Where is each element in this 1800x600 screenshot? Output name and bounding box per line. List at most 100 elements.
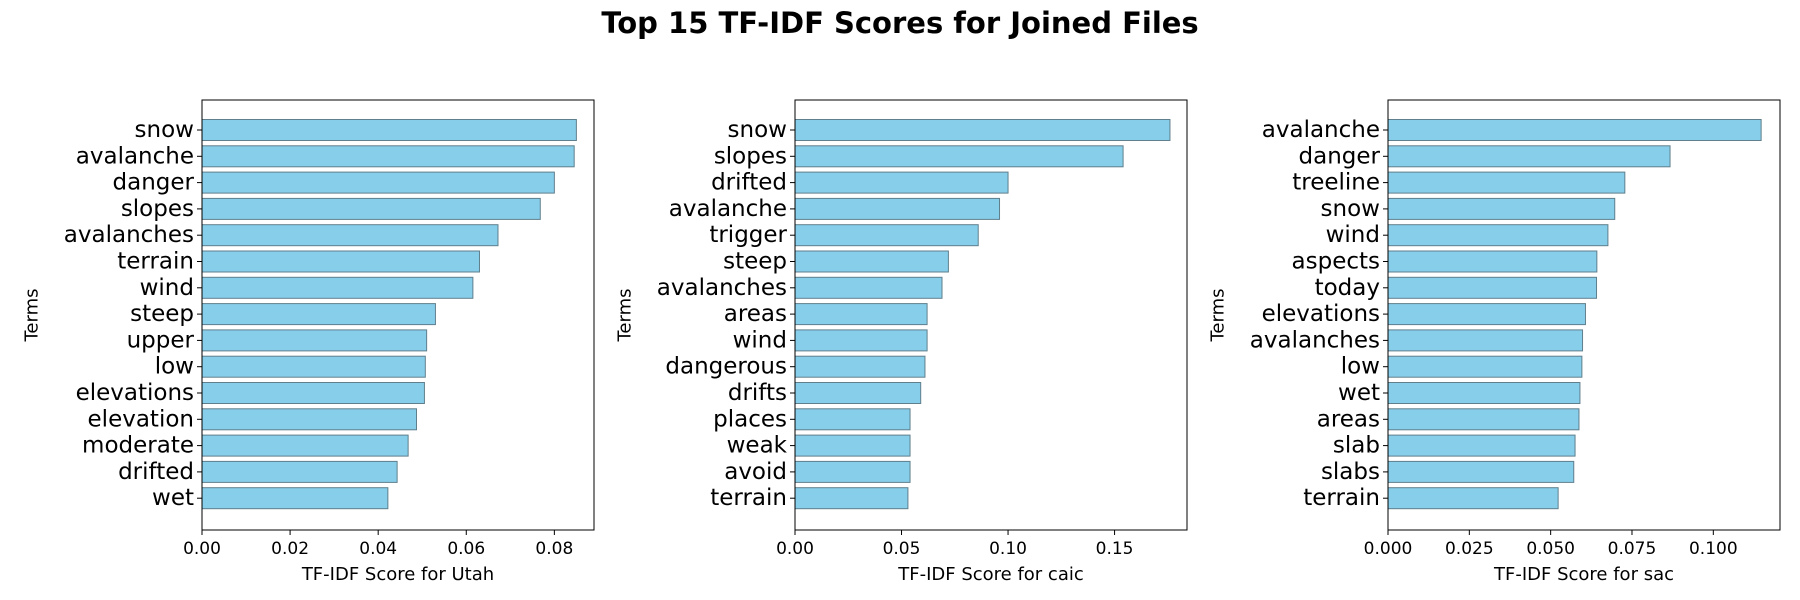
bar — [794, 276, 943, 299]
axes-frame — [201, 99, 595, 531]
category-label: low — [1341, 354, 1380, 380]
category-label: drifted — [711, 170, 787, 196]
bar — [1387, 487, 1559, 510]
x-tick-label: 0.15 — [1096, 539, 1134, 559]
bar — [201, 197, 541, 220]
bar — [201, 224, 499, 247]
category-label: wind — [140, 275, 194, 301]
category-label: moderate — [82, 433, 194, 459]
category-label: avalanche — [1262, 117, 1380, 143]
category-label: places — [713, 406, 787, 432]
category-label: wet — [1338, 380, 1380, 406]
category-label: treeline — [1292, 170, 1380, 196]
x-tick-label: 0.02 — [271, 539, 309, 559]
bar — [1387, 197, 1616, 220]
bar — [794, 171, 1009, 194]
bar — [201, 408, 417, 431]
category-label: terrain — [117, 249, 194, 275]
bar — [201, 171, 555, 194]
x-tick-label: 0.05 — [883, 539, 921, 559]
bar — [794, 197, 1001, 220]
x-tick-label: 0.08 — [535, 539, 573, 559]
bar — [1387, 408, 1580, 431]
bar — [1387, 329, 1584, 352]
bar — [794, 408, 911, 431]
category-label: elevation — [88, 406, 194, 432]
x-tick-label: 0.075 — [1608, 539, 1657, 559]
bar — [1387, 303, 1586, 326]
category-label: snow — [1321, 196, 1380, 222]
category-label: slab — [1333, 433, 1380, 459]
bar — [794, 119, 1171, 141]
category-label: dangerous — [665, 354, 787, 380]
category-label: danger — [113, 170, 195, 196]
figure-title: Top 15 TF-IDF Scores for Joined Files — [601, 6, 1199, 40]
category-label: today — [1315, 275, 1380, 301]
category-label: upper — [127, 327, 195, 353]
category-label: elevations — [76, 380, 194, 406]
category-label: low — [155, 354, 194, 380]
category-label: avalanches — [64, 222, 194, 248]
bar — [794, 303, 928, 326]
bar — [794, 250, 949, 273]
category-label: terrain — [710, 485, 787, 511]
y-axis-label: Terms — [1208, 288, 1229, 342]
bar — [794, 382, 922, 404]
category-label: areas — [724, 301, 787, 327]
x-tick-label: 0.10 — [989, 539, 1027, 559]
category-label: steep — [130, 301, 194, 327]
x-tick-label: 0.025 — [1445, 539, 1494, 559]
category-label: snow — [728, 117, 787, 143]
category-label: elevations — [1262, 301, 1380, 327]
x-axis-label: TF-IDF Score for Utah — [301, 564, 494, 585]
bar — [1387, 382, 1581, 404]
bar — [794, 434, 911, 457]
bar — [794, 329, 928, 352]
category-label: avalanche — [76, 143, 194, 169]
category-label: wet — [152, 485, 194, 511]
y-axis-label: Terms — [22, 288, 43, 342]
category-label: slopes — [714, 143, 787, 169]
bar — [794, 145, 1124, 168]
bar — [201, 355, 426, 378]
x-tick-label: 0.100 — [1689, 539, 1738, 559]
axes-frame — [1387, 99, 1781, 531]
bar — [201, 487, 389, 510]
bar — [1387, 434, 1576, 457]
bar — [794, 355, 926, 378]
axes-frame — [794, 99, 1188, 531]
category-label: terrain — [1303, 485, 1380, 511]
bar — [794, 460, 911, 483]
x-tick-label: 0.000 — [1364, 539, 1413, 559]
bar — [1387, 119, 1762, 141]
bar — [201, 250, 480, 273]
x-axis-label: TF-IDF Score for sac — [1493, 564, 1674, 585]
bar — [1387, 276, 1598, 299]
bar — [201, 434, 409, 457]
x-tick-label: 0.06 — [447, 539, 485, 559]
category-label: steep — [723, 249, 787, 275]
bar — [1387, 250, 1598, 273]
category-label: avalanches — [1250, 327, 1380, 353]
x-axis-label: TF-IDF Score for caic — [897, 564, 1084, 585]
bar — [201, 460, 398, 483]
bar — [201, 329, 428, 352]
bar — [1387, 145, 1671, 168]
category-label: wind — [1326, 222, 1380, 248]
bar — [794, 487, 909, 510]
y-axis-label: Terms — [615, 288, 636, 342]
bar — [1387, 460, 1575, 483]
x-tick-label: 0.00 — [183, 539, 221, 559]
category-label: drifts — [728, 380, 787, 406]
category-label: slopes — [121, 196, 194, 222]
category-label: areas — [1317, 406, 1380, 432]
category-label: slabs — [1321, 459, 1380, 485]
bar — [201, 119, 577, 141]
category-label: danger — [1299, 143, 1381, 169]
category-label: avoid — [724, 459, 787, 485]
category-label: avalanche — [669, 196, 787, 222]
bar — [201, 382, 425, 404]
x-tick-label: 0.00 — [776, 539, 814, 559]
x-tick-label: 0.04 — [359, 539, 397, 559]
